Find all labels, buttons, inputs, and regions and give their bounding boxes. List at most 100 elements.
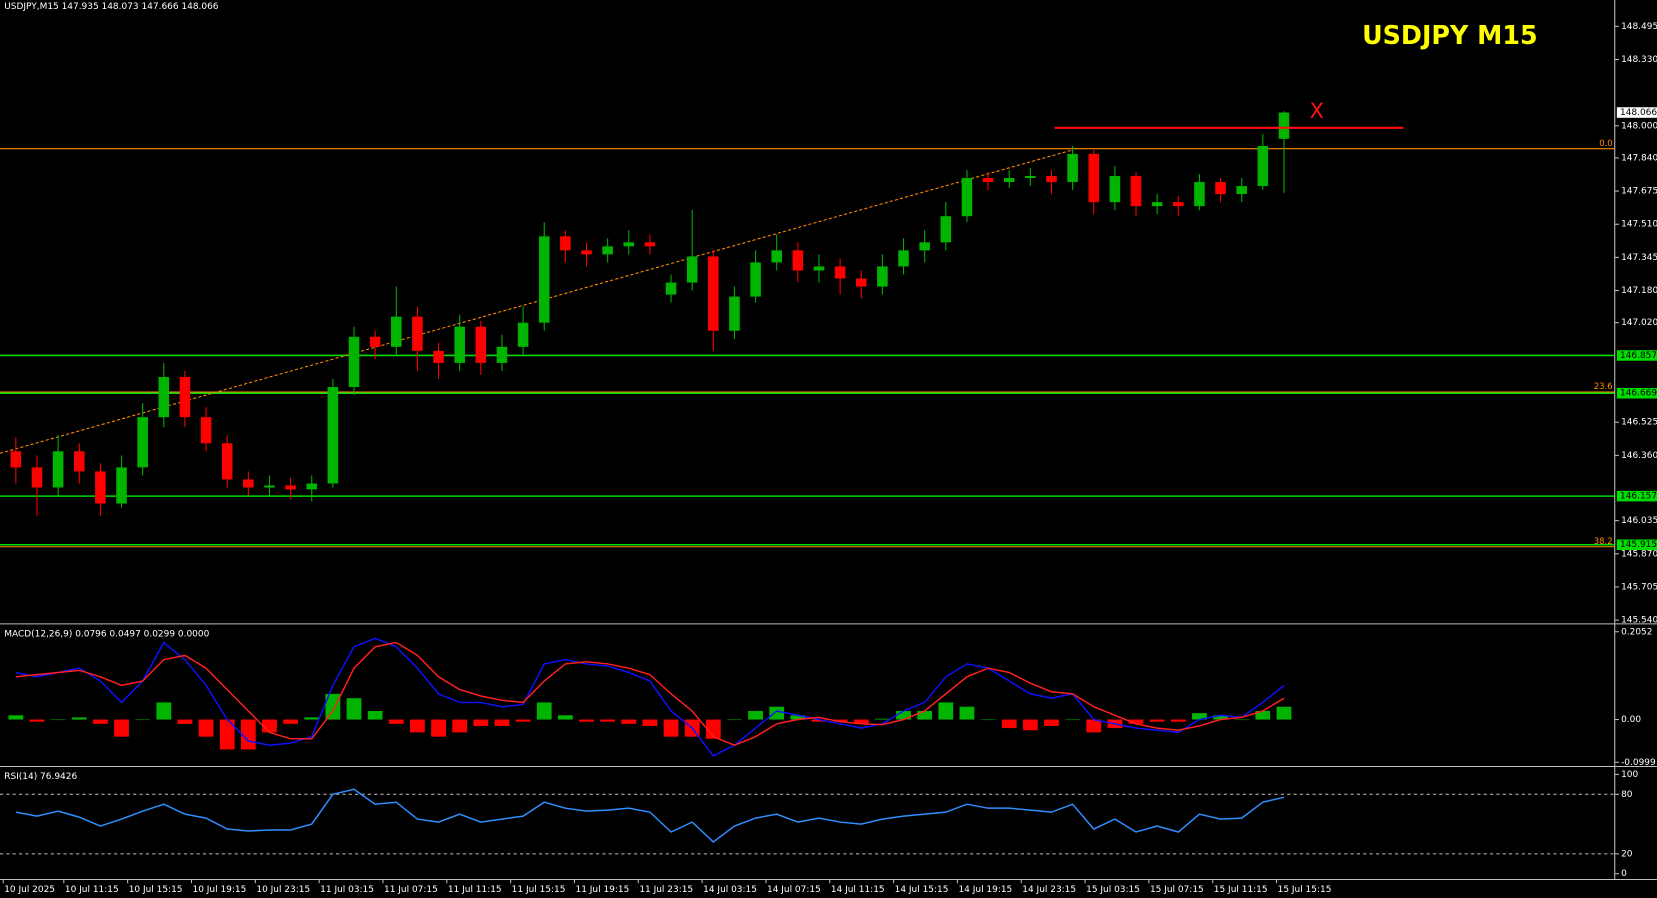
macd-histogram-bar — [557, 715, 573, 720]
macd-histogram-bar — [959, 706, 975, 720]
level-label: 145.915 — [1620, 540, 1657, 550]
candle-body — [961, 178, 973, 217]
macd-histogram-bar — [92, 719, 108, 724]
x-tick-label: 11 Jul 07:15 — [384, 885, 438, 895]
macd-histogram-bar — [1128, 719, 1144, 724]
candle-body — [517, 322, 529, 347]
candle-body — [982, 178, 994, 183]
candle-body — [31, 467, 43, 488]
annotation: X — [1309, 98, 1323, 123]
macd-histogram-bar — [1276, 706, 1292, 720]
candle-body — [95, 471, 106, 504]
level-label: 146.669 — [1620, 389, 1657, 399]
candle-body — [708, 256, 719, 331]
candle-body — [1025, 176, 1036, 179]
candle-body — [1067, 153, 1078, 183]
macd-histogram-bar — [1170, 719, 1186, 722]
macd-histogram-bar — [346, 698, 362, 720]
x-tick-label: 11 Jul 11:15 — [448, 885, 502, 895]
chart-title: USDJPY M15 — [1362, 20, 1538, 50]
macd-histogram-bar — [71, 717, 87, 720]
macd-histogram-bar — [410, 719, 425, 733]
candle-body — [158, 376, 170, 418]
macd-histogram-bar — [388, 719, 404, 724]
macd-histogram-bar — [177, 719, 193, 724]
macd-histogram-bar — [1001, 719, 1017, 729]
level-label: 146.157 — [1620, 492, 1657, 502]
macd-histogram-bar — [1192, 713, 1207, 720]
macd-histogram-bar — [156, 702, 172, 720]
candle-body — [52, 451, 64, 488]
macd-histogram-bar — [1149, 719, 1165, 722]
candle-body — [243, 479, 254, 488]
y-tick-label: 146.035 — [1621, 516, 1657, 526]
x-tick-label: 14 Jul 07:15 — [767, 885, 821, 895]
candle-body — [137, 417, 148, 468]
x-tick-label: 15 Jul 03:15 — [1086, 885, 1140, 895]
macd-histogram-bar — [431, 719, 446, 737]
x-tick-label: 14 Jul 19:15 — [958, 885, 1012, 895]
y-tick-label: 147.510 — [1621, 220, 1657, 230]
x-tick-label: 14 Jul 15:15 — [895, 885, 949, 895]
candle-body — [792, 250, 804, 271]
last-price-label: 148.066 — [1620, 108, 1657, 118]
candle-body — [602, 246, 613, 255]
candle-body — [686, 256, 698, 283]
candle-body — [348, 336, 360, 388]
candle-body — [623, 242, 635, 247]
macd-histogram-bar — [980, 719, 996, 721]
macd-histogram-bar — [515, 719, 531, 722]
y-tick-label: 147.020 — [1621, 318, 1657, 328]
x-tick-label: 11 Jul 23:15 — [639, 885, 693, 895]
macd-histogram-bar — [262, 719, 277, 733]
candle-body — [1257, 145, 1269, 187]
macd-histogram-bar — [811, 719, 827, 722]
macd-histogram-bar — [367, 710, 383, 720]
x-tick-label: 11 Jul 19:15 — [576, 885, 630, 895]
candle-body — [306, 483, 318, 490]
macd-histogram-bar — [600, 719, 616, 722]
y-tick-label: 145.870 — [1621, 549, 1657, 559]
y-tick-label: 100 — [1621, 770, 1638, 780]
x-tick-label: 10 Jul 19:15 — [193, 885, 247, 895]
candle-body — [1194, 182, 1205, 207]
candle-body — [327, 387, 339, 484]
candle-body — [729, 296, 740, 331]
candle-body — [391, 316, 402, 347]
macd-histogram-bar — [874, 718, 890, 720]
candle-body — [1173, 202, 1184, 207]
macd-histogram-bar — [663, 719, 679, 737]
macd-line — [15, 641, 1285, 747]
candle-body — [496, 346, 508, 363]
candle-body — [538, 236, 550, 323]
macd-histogram-bar — [642, 719, 658, 726]
level-label: 146.857 — [1620, 351, 1657, 361]
y-tick-label: 148.330 — [1621, 55, 1657, 65]
macd-histogram-bar — [473, 719, 489, 726]
x-tick-label: 10 Jul 23:15 — [256, 885, 310, 895]
candle-body — [1236, 186, 1247, 195]
y-tick-label: 145.705 — [1621, 582, 1657, 592]
macd-histogram-bar — [769, 706, 785, 720]
y-tick-label: 146.360 — [1621, 451, 1657, 461]
candle-body — [369, 336, 381, 347]
y-tick-label: 147.840 — [1621, 153, 1657, 163]
y-tick-label: 146.525 — [1621, 418, 1657, 428]
macd-histogram-bar — [853, 719, 869, 724]
macd-histogram-bar — [832, 719, 848, 722]
macd-histogram-bar — [1044, 719, 1059, 726]
y-tick-label: 148.495 — [1621, 22, 1657, 32]
candle-body — [665, 282, 677, 295]
macd-histogram-bar — [198, 719, 214, 737]
macd-histogram-bar — [1065, 719, 1081, 721]
candle-body — [919, 242, 930, 251]
macd-histogram-bar — [790, 715, 806, 720]
fibo-label: 38.2 — [1594, 536, 1613, 546]
candle-body — [285, 485, 296, 490]
x-tick-label: 15 Jul 15:15 — [1278, 885, 1332, 895]
macd-histogram-bar — [114, 719, 129, 737]
fibo-label: 0.0 — [1599, 138, 1612, 148]
x-tick-label: 14 Jul 23:15 — [1022, 885, 1076, 895]
